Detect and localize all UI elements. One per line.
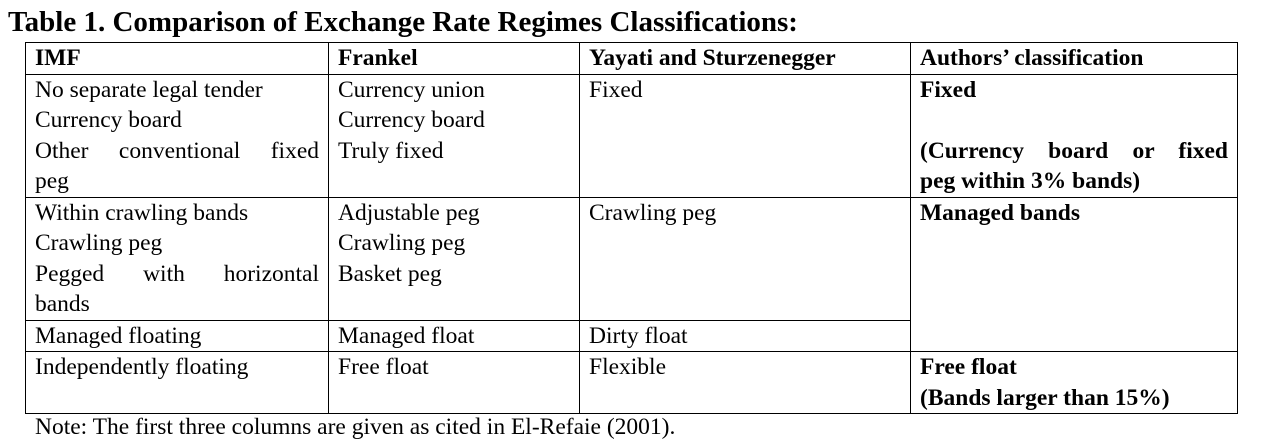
cell-imf-bands: Within crawling bands Crawling peg Pegge…	[25, 196, 329, 321]
cell-line: peg	[35, 168, 69, 194]
cell-line: Managed float	[338, 322, 475, 349]
cell-line: Crawling peg	[338, 230, 466, 256]
table-title: Table 1. Comparison of Exchange Rate Reg…	[8, 6, 798, 38]
cell-authors-bands: Managed bands	[910, 196, 1238, 352]
cell-line: No separate legal tender	[35, 76, 263, 103]
cell-line: bands	[35, 291, 90, 317]
cell-ys-free: Flexible	[579, 351, 911, 414]
cell-line: Currency board	[338, 107, 485, 133]
cell-line: Managed bands	[920, 199, 1080, 226]
cell-ys-bands: Crawling peg	[579, 196, 911, 321]
cell-authors-free: Free float (Bands larger than 15%)	[910, 351, 1238, 414]
cell-imf-fixed: No separate legal tender Currency board …	[25, 73, 329, 198]
cell-line: Adjustable peg	[338, 199, 480, 226]
cell-line: Currency board	[35, 107, 182, 133]
cell-line: Crawling peg	[35, 230, 163, 256]
table-row-free: Independently floating Free float Flexib…	[25, 351, 1238, 414]
cell-line: Crawling peg	[589, 199, 717, 226]
cell-line: Flexible	[589, 354, 667, 380]
cell-frankel-bands: Adjustable peg Crawling peg Basket peg	[328, 196, 580, 321]
cell-line: Other conventional fixed	[35, 137, 319, 164]
cell-imf-free: Independently floating	[25, 351, 329, 414]
cell-line: Truly fixed	[338, 137, 444, 164]
header-row: IMF Frankel Yayati and Sturzenegger Auth…	[25, 42, 1238, 75]
cell-line: (Bands larger than 15%)	[920, 384, 1170, 411]
cell-line: Independently floating	[35, 354, 249, 380]
table-note: Note: The first three columns are given …	[35, 414, 676, 440]
cell-line: Dirty float	[589, 322, 688, 349]
cell-line: Pegged with horizontal	[35, 260, 319, 287]
cell-frankel-fixed: Currency union Currency board Truly fixe…	[328, 73, 580, 198]
cell-line: Free float	[338, 354, 429, 380]
cell-frankel-free: Free float	[328, 351, 580, 414]
regime-classification-table: IMF Frankel Yayati and Sturzenegger Auth…	[25, 42, 1238, 414]
cell-ys-fixed: Fixed	[579, 73, 911, 198]
header-authors-classification: Authors’ classification	[910, 42, 1238, 75]
cell-line: Fixed	[920, 76, 977, 103]
cell-authors-fixed: Fixed (Currency board or fixed peg withi…	[910, 73, 1238, 198]
header-frankel: Frankel	[328, 42, 580, 75]
cell-line: Free float	[920, 354, 1017, 380]
cell-line: Fixed	[589, 76, 643, 103]
cell-imf-managed: Managed floating	[25, 319, 329, 352]
table-row-managed: Managed floating Managed float Dirty flo…	[25, 319, 1238, 352]
header-yayati-sturzenegger: Yayati and Sturzenegger	[579, 42, 911, 75]
cell-line: Within crawling bands	[35, 199, 249, 226]
cell-line: Managed floating	[35, 322, 202, 349]
cell-line: peg within 3% bands)	[920, 168, 1141, 194]
cell-line: (Currency board or fixed	[920, 137, 1228, 164]
table-row-fixed: No separate legal tender Currency board …	[25, 73, 1238, 198]
cell-spacer	[920, 105, 1228, 136]
cell-frankel-managed: Managed float	[328, 319, 580, 352]
cell-ys-managed: Dirty float	[579, 319, 911, 352]
table-row-bands: Within crawling bands Crawling peg Pegge…	[25, 196, 1238, 352]
cell-line: Currency union	[338, 76, 485, 103]
cell-line: Basket peg	[338, 260, 442, 287]
header-imf: IMF	[25, 42, 329, 75]
